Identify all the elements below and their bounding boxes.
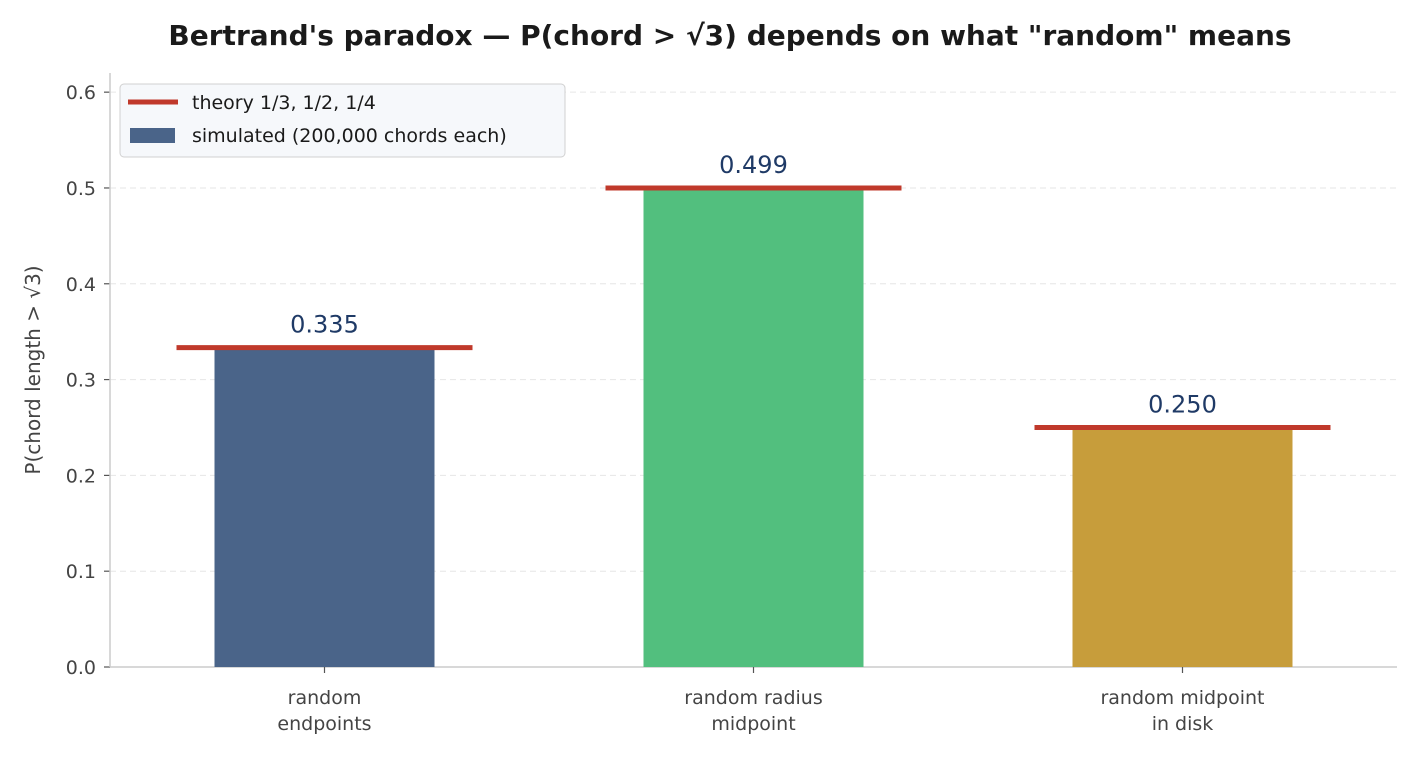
x-tick-label: in disk xyxy=(1152,713,1214,735)
bars xyxy=(214,188,1293,667)
x-tick-label: random midpoint xyxy=(1100,687,1264,709)
theory-lines xyxy=(176,185,1331,430)
data-label: 0.250 xyxy=(1148,390,1217,418)
y-tick-label: 0.0 xyxy=(66,657,96,679)
x-tick-label: endpoints xyxy=(277,713,371,735)
bar xyxy=(1072,427,1293,667)
y-tick-label: 0.2 xyxy=(66,465,96,487)
y-tick-label: 0.5 xyxy=(66,178,96,200)
legend-simulated-label: simulated (200,000 chords each) xyxy=(192,125,507,147)
chart-title: Bertrand's paradox — P(chord > √3) depen… xyxy=(168,19,1291,52)
y-tick-label: 0.3 xyxy=(66,370,96,392)
x-tick-label: midpoint xyxy=(711,713,795,735)
y-axis-label: P(chord length > √3) xyxy=(21,265,45,474)
x-tick-label: random radius xyxy=(684,687,822,709)
y-tick-label: 0.4 xyxy=(66,274,96,296)
legend-simulated-swatch xyxy=(130,128,175,143)
legend-theory-label: theory 1/3, 1/2, 1/4 xyxy=(192,92,376,114)
data-labels: 0.335 0.499 0.250 xyxy=(290,151,1217,419)
legend-box xyxy=(119,83,566,158)
data-label: 0.499 xyxy=(719,151,788,179)
y-tick-label: 0.6 xyxy=(66,82,96,104)
x-tick-label: random xyxy=(288,687,362,709)
data-label: 0.335 xyxy=(290,311,359,339)
bar xyxy=(643,188,864,667)
y-tick-label: 0.1 xyxy=(66,561,96,583)
bar xyxy=(214,346,435,667)
legend: theory 1/3, 1/2, 1/4 simulated (200,000 … xyxy=(119,83,566,158)
